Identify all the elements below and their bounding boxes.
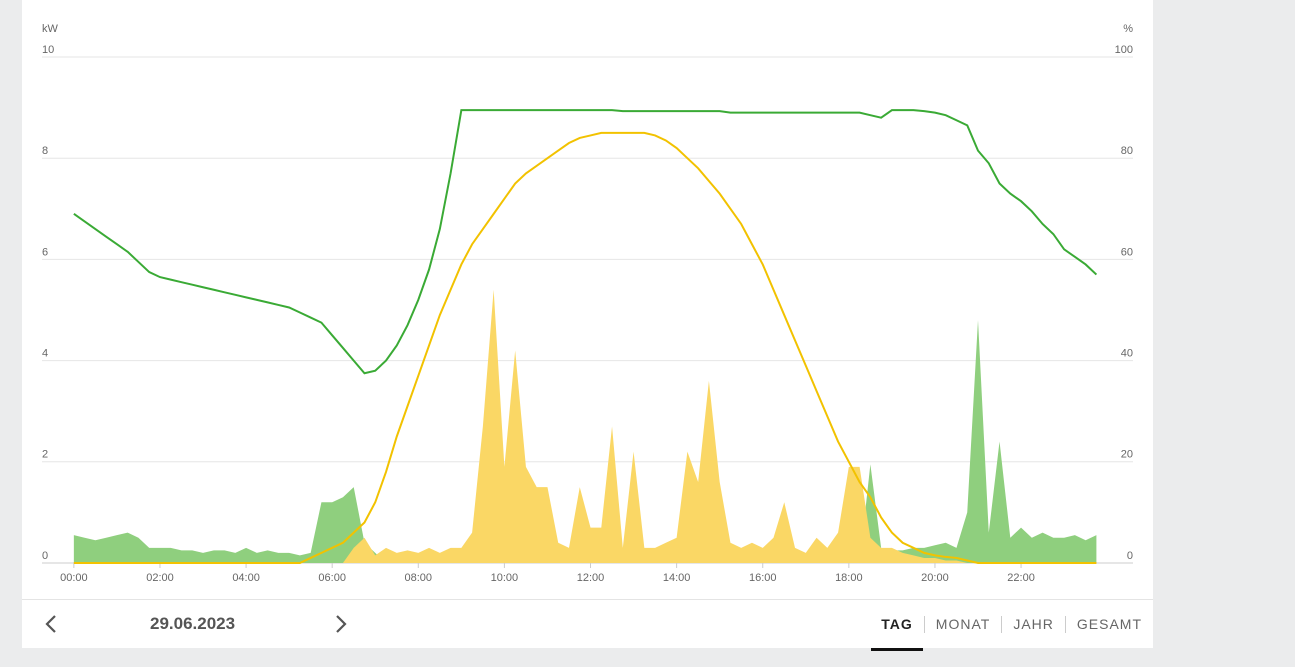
y2-tick-label: 60 <box>1121 246 1133 258</box>
prev-button[interactable] <box>40 612 64 636</box>
period-tab[interactable]: TAG <box>870 616 924 651</box>
x-tick-label: 16:00 <box>749 572 777 584</box>
y2-tick-label: 20 <box>1121 449 1133 461</box>
period-tab[interactable]: GESAMT <box>1064 616 1153 633</box>
x-tick-label: 22:00 <box>1007 572 1035 584</box>
x-tick-label: 04:00 <box>232 572 260 584</box>
y-axis-unit: kW <box>42 23 59 35</box>
x-tick-label: 02:00 <box>146 572 174 584</box>
y-tick-label: 6 <box>42 246 48 258</box>
x-tick-label: 08:00 <box>405 572 433 584</box>
y2-tick-label: 80 <box>1121 145 1133 157</box>
date-label: 29.06.2023 <box>150 614 236 633</box>
period-tab[interactable]: JAHR <box>1001 616 1065 633</box>
x-tick-label: 18:00 <box>835 572 863 584</box>
next-button[interactable] <box>328 612 352 636</box>
period-tab[interactable]: MONAT <box>923 616 1002 633</box>
area <box>73 320 1097 563</box>
x-tick-label: 06:00 <box>318 572 346 584</box>
area <box>73 289 1097 563</box>
x-tick-label: 00:00 <box>60 572 88 584</box>
y-tick-label: 0 <box>42 550 48 562</box>
line <box>73 109 1098 375</box>
y-tick-label: 8 <box>42 145 48 157</box>
x-tick-label: 20:00 <box>921 572 949 584</box>
nav-bar: 29.06.2023 TAG MONAT JAHR GESAMT <box>22 599 1153 651</box>
y-tick-label: 4 <box>42 348 48 360</box>
y2-tick-label: 40 <box>1121 348 1133 360</box>
x-tick-label: 10:00 <box>491 572 519 584</box>
x-tick-label: 12:00 <box>577 572 605 584</box>
y2-tick-label: 100 <box>1115 44 1133 56</box>
y-tick-label: 10 <box>42 44 54 56</box>
y2-axis-unit: % <box>1123 23 1133 35</box>
y2-tick-label: 0 <box>1127 550 1133 562</box>
y-tick-label: 2 <box>42 449 48 461</box>
period-tabs: TAG MONAT JAHR GESAMT <box>870 600 1153 651</box>
x-tick-label: 14:00 <box>663 572 691 584</box>
line <box>73 131 1097 564</box>
